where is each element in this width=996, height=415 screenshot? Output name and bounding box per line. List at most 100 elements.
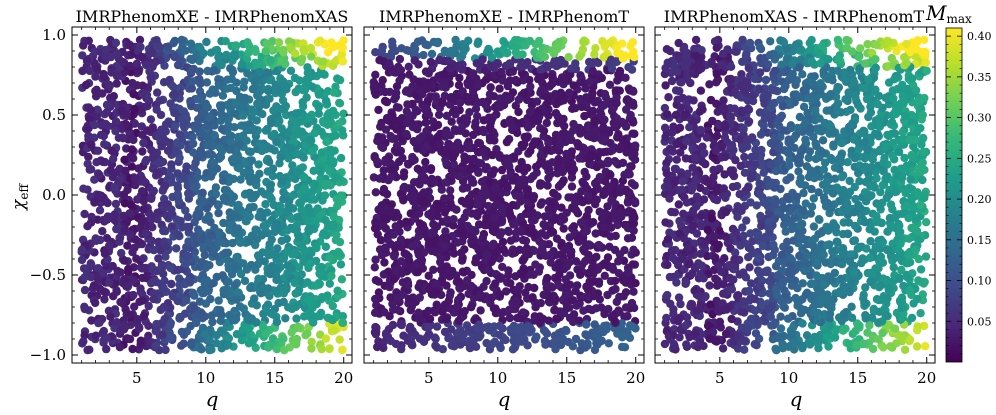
data-point bbox=[112, 224, 121, 234]
data-point bbox=[538, 240, 548, 249]
data-point bbox=[380, 258, 389, 267]
data-point bbox=[233, 163, 242, 172]
data-point bbox=[303, 63, 312, 72]
data-point bbox=[235, 140, 245, 149]
data-point bbox=[330, 326, 339, 335]
data-point bbox=[455, 73, 464, 83]
data-point bbox=[629, 118, 638, 127]
data-point bbox=[200, 312, 210, 321]
data-point bbox=[514, 107, 523, 117]
data-point bbox=[83, 345, 92, 355]
data-point bbox=[255, 169, 264, 178]
data-point bbox=[138, 187, 147, 196]
data-point bbox=[609, 265, 618, 274]
data-point bbox=[370, 308, 380, 317]
data-point bbox=[264, 68, 273, 78]
data-point bbox=[495, 103, 505, 112]
data-point bbox=[94, 318, 103, 328]
data-point bbox=[244, 147, 254, 156]
data-point bbox=[113, 266, 122, 276]
x-tick-label: 15 bbox=[557, 369, 576, 387]
data-point bbox=[261, 329, 271, 338]
data-point bbox=[489, 239, 498, 248]
data-point bbox=[624, 167, 633, 177]
data-point bbox=[318, 57, 328, 66]
data-point bbox=[250, 45, 260, 54]
data-point bbox=[143, 101, 152, 111]
data-point bbox=[370, 224, 380, 233]
data-point bbox=[111, 199, 121, 209]
data-point bbox=[603, 202, 612, 211]
data-point bbox=[607, 55, 616, 64]
data-point bbox=[615, 308, 624, 317]
data-point bbox=[280, 346, 289, 355]
data-point bbox=[169, 38, 178, 48]
data-point bbox=[495, 330, 504, 340]
data-point bbox=[179, 172, 188, 181]
data-point bbox=[443, 233, 452, 243]
data-point bbox=[569, 310, 579, 319]
data-point bbox=[230, 281, 239, 291]
data-point bbox=[629, 245, 638, 254]
data-point bbox=[505, 313, 515, 323]
data-point bbox=[845, 176, 854, 186]
data-point bbox=[136, 336, 146, 345]
data-point bbox=[120, 321, 129, 331]
data-point bbox=[517, 227, 526, 236]
data-point bbox=[277, 104, 286, 114]
data-point bbox=[622, 148, 631, 157]
data-point bbox=[442, 111, 452, 121]
data-point bbox=[427, 49, 437, 59]
data-point bbox=[202, 78, 212, 87]
data-point bbox=[476, 331, 485, 340]
data-point bbox=[384, 325, 394, 334]
data-point bbox=[513, 326, 522, 335]
data-point bbox=[78, 66, 87, 76]
data-point bbox=[379, 166, 388, 175]
data-point bbox=[621, 303, 631, 312]
data-point bbox=[481, 100, 490, 110]
data-point bbox=[590, 116, 599, 126]
data-point bbox=[576, 270, 585, 279]
data-point bbox=[217, 104, 226, 113]
data-point bbox=[431, 308, 440, 317]
data-point bbox=[162, 211, 172, 221]
data-point bbox=[590, 320, 599, 329]
data-point bbox=[225, 145, 234, 154]
data-point bbox=[540, 212, 550, 221]
data-point bbox=[450, 342, 459, 351]
data-point bbox=[141, 229, 150, 238]
data-point bbox=[613, 220, 622, 230]
data-point bbox=[102, 344, 111, 354]
data-point bbox=[540, 336, 550, 346]
data-point bbox=[249, 202, 258, 212]
data-point bbox=[696, 86, 706, 95]
data-point bbox=[78, 51, 87, 60]
data-point bbox=[91, 331, 101, 340]
data-point bbox=[530, 283, 539, 293]
data-point bbox=[391, 244, 400, 253]
data-point bbox=[332, 173, 341, 182]
data-point bbox=[612, 86, 622, 95]
data-point bbox=[283, 226, 292, 235]
data-point bbox=[137, 122, 146, 131]
data-point bbox=[387, 172, 396, 181]
data-point bbox=[154, 42, 163, 51]
data-point bbox=[371, 48, 380, 57]
data-point bbox=[567, 64, 576, 73]
data-point bbox=[599, 223, 609, 232]
data-point bbox=[278, 77, 288, 86]
data-point bbox=[132, 59, 142, 68]
data-point bbox=[456, 126, 465, 135]
data-point bbox=[222, 194, 231, 203]
data-point bbox=[490, 250, 499, 259]
data-point bbox=[296, 57, 306, 67]
data-point bbox=[92, 112, 102, 121]
data-point bbox=[338, 345, 347, 355]
x-tick-label: 15 bbox=[265, 369, 284, 387]
data-point bbox=[236, 269, 246, 279]
data-point bbox=[415, 77, 424, 86]
data-point bbox=[312, 243, 321, 253]
data-point bbox=[504, 271, 513, 280]
data-point bbox=[271, 264, 281, 273]
